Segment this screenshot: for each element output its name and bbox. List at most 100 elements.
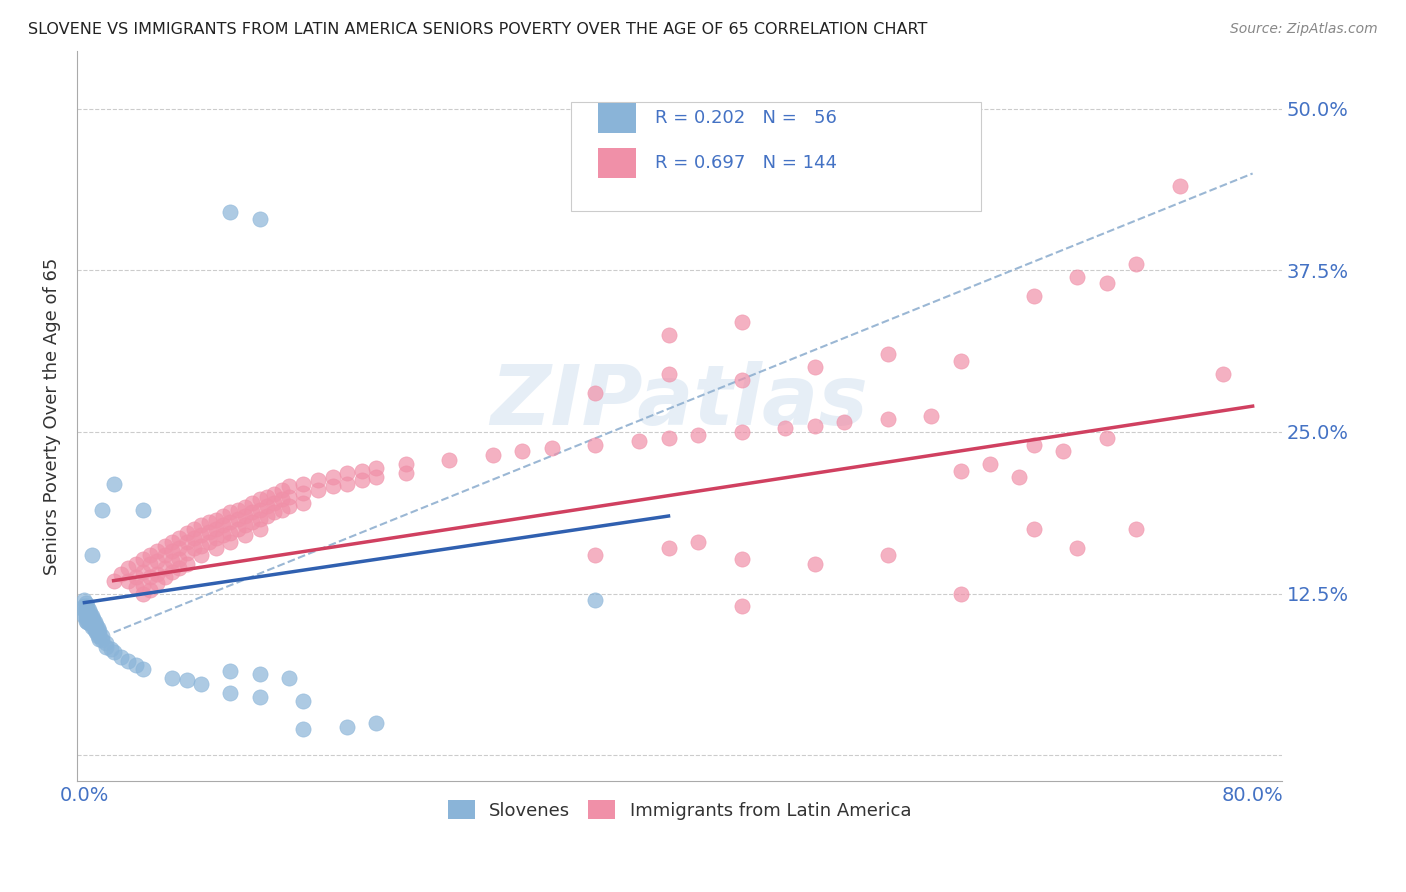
Point: [803, 418, 825, 433]
Point: [803, 557, 825, 571]
Point: [657, 328, 679, 343]
Point: [146, 554, 169, 568]
Point: [730, 373, 752, 387]
Point: [249, 511, 271, 525]
Point: [730, 599, 752, 614]
Point: [482, 448, 505, 462]
Point: [90, 629, 112, 643]
Point: [240, 516, 263, 530]
Point: [90, 633, 112, 648]
Point: [86, 625, 108, 640]
Y-axis label: Seniors Poverty Over the Age of 65: Seniors Poverty Over the Age of 65: [44, 257, 60, 574]
Point: [100, 642, 122, 657]
Point: [132, 586, 155, 600]
Point: [117, 574, 139, 588]
Point: [512, 444, 534, 458]
Point: [1052, 444, 1074, 458]
Point: [132, 502, 155, 516]
Point: [96, 640, 118, 654]
Point: [233, 518, 256, 533]
Point: [585, 548, 607, 562]
Text: SLOVENE VS IMMIGRANTS FROM LATIN AMERICA SENIORS POVERTY OVER THE AGE OF 65 CORR: SLOVENE VS IMMIGRANTS FROM LATIN AMERICA…: [28, 22, 928, 37]
Point: [87, 624, 110, 638]
Point: [292, 476, 315, 491]
Point: [307, 473, 329, 487]
Point: [219, 205, 242, 219]
Point: [139, 570, 162, 584]
Text: ZIPatlas: ZIPatlas: [491, 360, 869, 442]
Point: [1095, 432, 1118, 446]
Point: [124, 580, 146, 594]
Point: [1066, 269, 1088, 284]
Point: [77, 616, 100, 631]
Text: R = 0.202   N =   56: R = 0.202 N = 56: [655, 109, 837, 127]
Point: [730, 551, 752, 566]
Point: [226, 522, 249, 536]
Point: [585, 593, 607, 607]
Point: [585, 438, 607, 452]
Point: [876, 192, 898, 206]
Point: [204, 522, 226, 536]
Point: [80, 616, 103, 631]
Point: [949, 354, 972, 368]
Point: [86, 622, 108, 636]
Point: [1168, 179, 1191, 194]
Point: [277, 490, 299, 504]
Point: [686, 534, 709, 549]
Point: [1008, 470, 1031, 484]
Point: [73, 599, 96, 614]
Point: [240, 496, 263, 510]
Point: [176, 673, 198, 688]
Point: [124, 570, 146, 584]
Point: [75, 600, 97, 615]
Point: [292, 694, 315, 708]
Point: [103, 645, 125, 659]
Point: [226, 511, 249, 525]
Text: R = 0.697   N = 144: R = 0.697 N = 144: [655, 154, 838, 172]
Point: [160, 565, 183, 579]
Point: [270, 483, 292, 498]
Point: [75, 596, 97, 610]
Point: [76, 608, 98, 623]
Point: [75, 610, 97, 624]
Point: [197, 524, 219, 539]
Point: [160, 534, 183, 549]
Point: [87, 632, 110, 646]
Point: [803, 360, 825, 375]
Point: [219, 534, 242, 549]
Point: [949, 586, 972, 600]
Point: [86, 629, 108, 643]
Point: [204, 513, 226, 527]
Point: [307, 483, 329, 498]
Point: [73, 593, 96, 607]
Point: [979, 458, 1001, 472]
Point: [160, 671, 183, 685]
Point: [77, 612, 100, 626]
Point: [84, 622, 107, 636]
Point: [117, 654, 139, 668]
Point: [1022, 289, 1045, 303]
Point: [212, 518, 235, 533]
Point: [292, 496, 315, 510]
Text: Source: ZipAtlas.com: Source: ZipAtlas.com: [1230, 22, 1378, 37]
Point: [876, 412, 898, 426]
Point: [1125, 257, 1147, 271]
Point: [336, 467, 359, 481]
Point: [395, 458, 418, 472]
Point: [132, 577, 155, 591]
Point: [1095, 277, 1118, 291]
Point: [233, 508, 256, 523]
Point: [832, 415, 855, 429]
Point: [103, 476, 125, 491]
Point: [730, 425, 752, 439]
Point: [75, 614, 97, 628]
Point: [124, 557, 146, 571]
Point: [139, 582, 162, 597]
Point: [73, 603, 96, 617]
Point: [585, 386, 607, 401]
Point: [76, 603, 98, 617]
Point: [139, 557, 162, 571]
Point: [226, 502, 249, 516]
Point: [82, 619, 104, 633]
Point: [366, 715, 388, 730]
